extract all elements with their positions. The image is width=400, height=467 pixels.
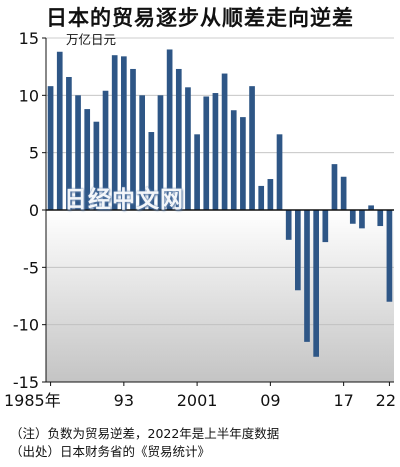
bar-1999 [175,68,182,211]
bar-1986 [56,51,63,211]
x-tick-labels: 1985年 93 2001 09 17 22 [4,382,396,410]
bar-2020 [368,205,374,210]
bar-1990 [93,121,100,210]
bar-2022 [386,210,393,302]
y-tick-label: 10 [19,86,39,105]
y-tick-label: 15 [19,29,39,48]
bar-2004 [221,73,228,210]
x-tick-label: 17 [333,391,353,410]
footnote-note: （注）负数为贸易逆差，2022年是上半年度数据 [10,426,280,441]
y-axis-label: 万亿日元 [66,32,116,47]
bar-2001 [194,134,200,210]
bar-2017 [340,176,347,210]
bar-1987 [66,76,72,211]
bar-2015 [322,210,329,243]
bar-2005 [230,110,237,210]
y-tick-label: -5 [23,258,39,277]
bar-2018 [349,210,356,224]
bar-1992 [111,55,118,211]
bar-1995 [139,95,145,210]
plot-background [46,210,394,382]
bar-1996 [148,132,155,210]
bar-2012 [295,210,301,291]
bars [47,49,393,357]
x-tick-label: 09 [260,391,280,410]
bar-1985 [47,86,54,210]
bar-2021 [377,210,384,227]
bar-1988 [75,95,81,210]
y-tick-label: -10 [13,316,39,335]
watermark: 日经中文网 [64,187,184,213]
bar-2019 [359,210,365,229]
bar-2013 [304,210,310,342]
y-tick-labels: 15 10 5 0 -5 -10 -15 [13,29,46,392]
bar-1997 [157,95,164,210]
y-tick-label: 5 [29,144,39,163]
bar-2006 [240,117,246,210]
bar-2016 [331,164,338,210]
x-tick-label: 22 [376,391,396,410]
chart-title: 日本的贸易逐步从顺差走向逆差 [46,6,354,30]
x-tick-label: 1985年 [4,391,61,410]
footnote-source: （出处）日本财务省的《贸易统计》 [10,444,211,459]
negative-region [46,210,394,382]
bar-1993 [121,56,127,210]
x-tick-label: 93 [114,391,134,410]
bar-2007 [249,86,255,210]
bar-2008 [258,185,265,210]
x-tick-label: 2001 [177,391,218,410]
bar-1994 [130,68,136,211]
bar-2010 [276,134,283,210]
bar-2002 [203,96,210,210]
bar-1991 [102,90,109,210]
y-tick-label: -15 [13,373,39,392]
bar-2009 [267,179,274,210]
bar-1998 [166,49,173,210]
bar-2011 [285,210,292,240]
bar-1989 [84,109,91,210]
bar-2003 [212,93,219,210]
bar-2000 [185,87,191,210]
bar-2014 [313,210,319,357]
y-tick-label: 0 [29,201,39,220]
footnotes: （注）负数为贸易逆差，2022年是上半年度数据 （出处）日本财务省的《贸易统计》 [10,425,279,461]
